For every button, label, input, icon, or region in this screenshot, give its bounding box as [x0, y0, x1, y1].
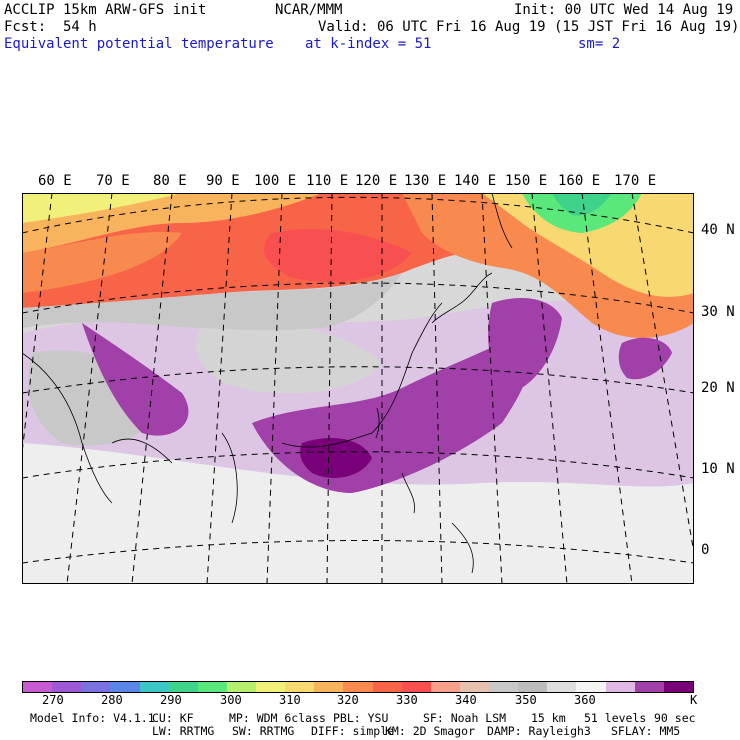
- lon-label: 160 E: [558, 173, 601, 189]
- field-patch: [300, 438, 372, 478]
- field-band: [482, 193, 694, 297]
- field-patch: [263, 229, 412, 282]
- colorbar-tick: 350: [515, 693, 537, 707]
- field-band: [22, 273, 402, 331]
- colorbar-unit: K: [690, 693, 698, 707]
- lon-label: 170 E: [614, 173, 657, 189]
- colorbar-tick: 340: [455, 693, 477, 707]
- colorbar-swatch: [52, 682, 82, 692]
- field-band: [552, 193, 612, 216]
- colorbar-swatch: [343, 682, 373, 692]
- colorbar-swatch: [605, 682, 635, 692]
- footer-cu: CU: KF: [152, 711, 194, 725]
- colorbar-swatch: [256, 682, 286, 692]
- lon-label: 100 E: [254, 173, 297, 189]
- init-time: Init: 00 UTC Wed 14 Aug 19: [514, 2, 734, 18]
- center-label: NCAR/MMM: [275, 2, 343, 18]
- colorbar-swatch: [110, 682, 140, 692]
- colorbar-swatch: [372, 682, 402, 692]
- lon-label: 60 E: [38, 173, 72, 189]
- colorbar-tick: 290: [160, 693, 182, 707]
- footer-km: KM: 2D Smagor: [385, 724, 476, 738]
- colorbar-swatch: [285, 682, 315, 692]
- graticule: [22, 193, 694, 584]
- colorbar-swatch: [489, 682, 519, 692]
- lat-label: 0: [701, 542, 710, 558]
- colorbar-tick: 280: [101, 693, 123, 707]
- lat-label: 20 N: [701, 380, 735, 396]
- colorbar-tick: 270: [42, 693, 64, 707]
- field-patch: [196, 320, 382, 394]
- footer-resolution: 15 km: [531, 711, 566, 725]
- colorbar-swatch: [314, 682, 344, 692]
- lon-label: 70 E: [96, 173, 130, 189]
- map-frame: [22, 193, 694, 584]
- lon-label: 80 E: [153, 173, 187, 189]
- colorbar-tick: 320: [337, 693, 359, 707]
- lon-label: 120 E: [355, 173, 398, 189]
- colorbar: [22, 681, 694, 693]
- lon-label: 150 E: [505, 173, 548, 189]
- lon-label: 110 E: [306, 173, 349, 189]
- lon-label: 90 E: [206, 173, 240, 189]
- lat-label: 40 N: [701, 222, 735, 238]
- field-band: [22, 193, 182, 223]
- colorbar-swatch: [139, 682, 169, 692]
- colorbar-swatch: [226, 682, 256, 692]
- field-patch: [82, 323, 189, 436]
- theta-e-map: [22, 193, 694, 584]
- footer-model-info: Model Info: V4.1.1: [30, 711, 155, 725]
- colorbar-swatch: [663, 682, 693, 692]
- colorbar-swatch: [518, 682, 548, 692]
- field-patch: [488, 298, 562, 393]
- lat-label: 10 N: [701, 461, 735, 477]
- footer-timestep: 90 sec: [654, 711, 696, 725]
- valid-time: Valid: 06 UTC Fri 16 Aug 19 (15 JST Fri …: [318, 19, 740, 35]
- footer-sflay: SFLAY: MM5: [611, 724, 681, 738]
- colorbar-swatch: [634, 682, 664, 692]
- colorbar-swatch: [23, 682, 53, 692]
- footer-diff: DIFF: simple: [311, 724, 395, 738]
- coastlines: [22, 193, 513, 574]
- footer-levels: 51 levels: [584, 711, 647, 725]
- field-name: Equivalent potential temperature: [4, 36, 274, 52]
- colorbar-swatch: [459, 682, 489, 692]
- model-title: ACCLIP 15km ARW-GFS init: [4, 2, 207, 18]
- forecast-hour: 54 h: [63, 19, 97, 35]
- colorbar-swatch: [576, 682, 606, 692]
- colorbar-swatch: [430, 682, 460, 692]
- colorbar-swatch: [168, 682, 198, 692]
- lon-label: 140 E: [454, 173, 497, 189]
- footer-sw: SW: RRTMG: [232, 724, 295, 738]
- colorbar-tick: 310: [279, 693, 301, 707]
- footer-damp: DAMP: Rayleigh3: [487, 724, 591, 738]
- forecast-label: Fcst:: [4, 19, 47, 35]
- lat-label: 30 N: [701, 304, 735, 320]
- level-index: at k-index = 51: [305, 36, 432, 52]
- field-band: [22, 443, 694, 584]
- colorbar-swatch: [547, 682, 577, 692]
- colorbar-swatch: [401, 682, 431, 692]
- colorbar-swatch: [81, 682, 111, 692]
- colorbar-tick: 330: [396, 693, 418, 707]
- footer-sf: SF: Noah LSM: [423, 711, 507, 725]
- footer-lw: LW: RRTMG: [152, 724, 215, 738]
- colorbar-tick: 360: [574, 693, 596, 707]
- colorbar-swatch: [197, 682, 227, 692]
- colorbar-tick: 300: [220, 693, 242, 707]
- footer-pbl: PBL: YSU: [333, 711, 389, 725]
- footer-mp: MP: WDM 6class: [229, 711, 326, 725]
- field-band: [22, 232, 182, 293]
- lon-label: 130 E: [404, 173, 447, 189]
- smoothing-label: sm= 2: [578, 36, 621, 52]
